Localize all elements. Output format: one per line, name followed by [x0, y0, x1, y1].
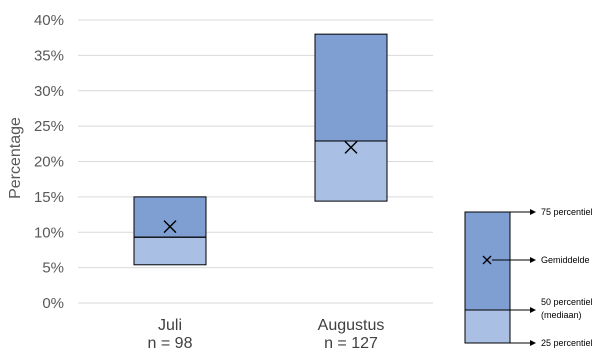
y-tick-label: 40%: [34, 12, 64, 29]
x-category-label: Juli: [158, 317, 182, 334]
legend-label-mean: Gemiddelde: [541, 255, 590, 265]
legend-arrow-mean: [492, 257, 536, 263]
y-tick-label: 35%: [34, 47, 64, 64]
legend-arrow-median: [510, 307, 536, 313]
x-category-count: n = 98: [148, 335, 193, 350]
x-category-label: Augustus: [318, 317, 385, 334]
y-tick-label: 5%: [42, 260, 64, 277]
y-tick-label: 15%: [34, 189, 64, 206]
legend-lower-box: [464, 309, 511, 344]
mean-marker: [344, 140, 358, 154]
box-lower: [133, 236, 207, 266]
box-upper: [133, 196, 207, 238]
legend-arrow-p25: [510, 340, 536, 346]
legend-label-median: 50 percentiel: [541, 297, 593, 307]
y-tick-label: 10%: [34, 224, 64, 241]
box-upper: [314, 33, 388, 142]
y-tick-label: 30%: [34, 83, 64, 100]
legend-label-p75: 75 percentiel: [541, 207, 593, 217]
legend-arrow-p75: [510, 209, 536, 215]
box-0: [133, 196, 207, 266]
box-lower: [314, 140, 388, 202]
legend-mean-marker: [482, 255, 492, 265]
legend: 75 percentiel Gemiddelde 50 percentiel (…: [464, 207, 593, 348]
y-tick-label: 0%: [42, 295, 64, 312]
y-tick-label: 25%: [34, 118, 64, 135]
y-axis-label: Percentage: [7, 117, 24, 199]
box-1: [314, 33, 388, 202]
legend-label-median-note: (mediaan): [541, 310, 582, 320]
mean-marker: [163, 220, 177, 234]
legend-label-p25: 25 percentiel: [541, 338, 593, 348]
x-category-count: n = 127: [324, 335, 378, 350]
y-tick-label: 20%: [34, 154, 64, 171]
